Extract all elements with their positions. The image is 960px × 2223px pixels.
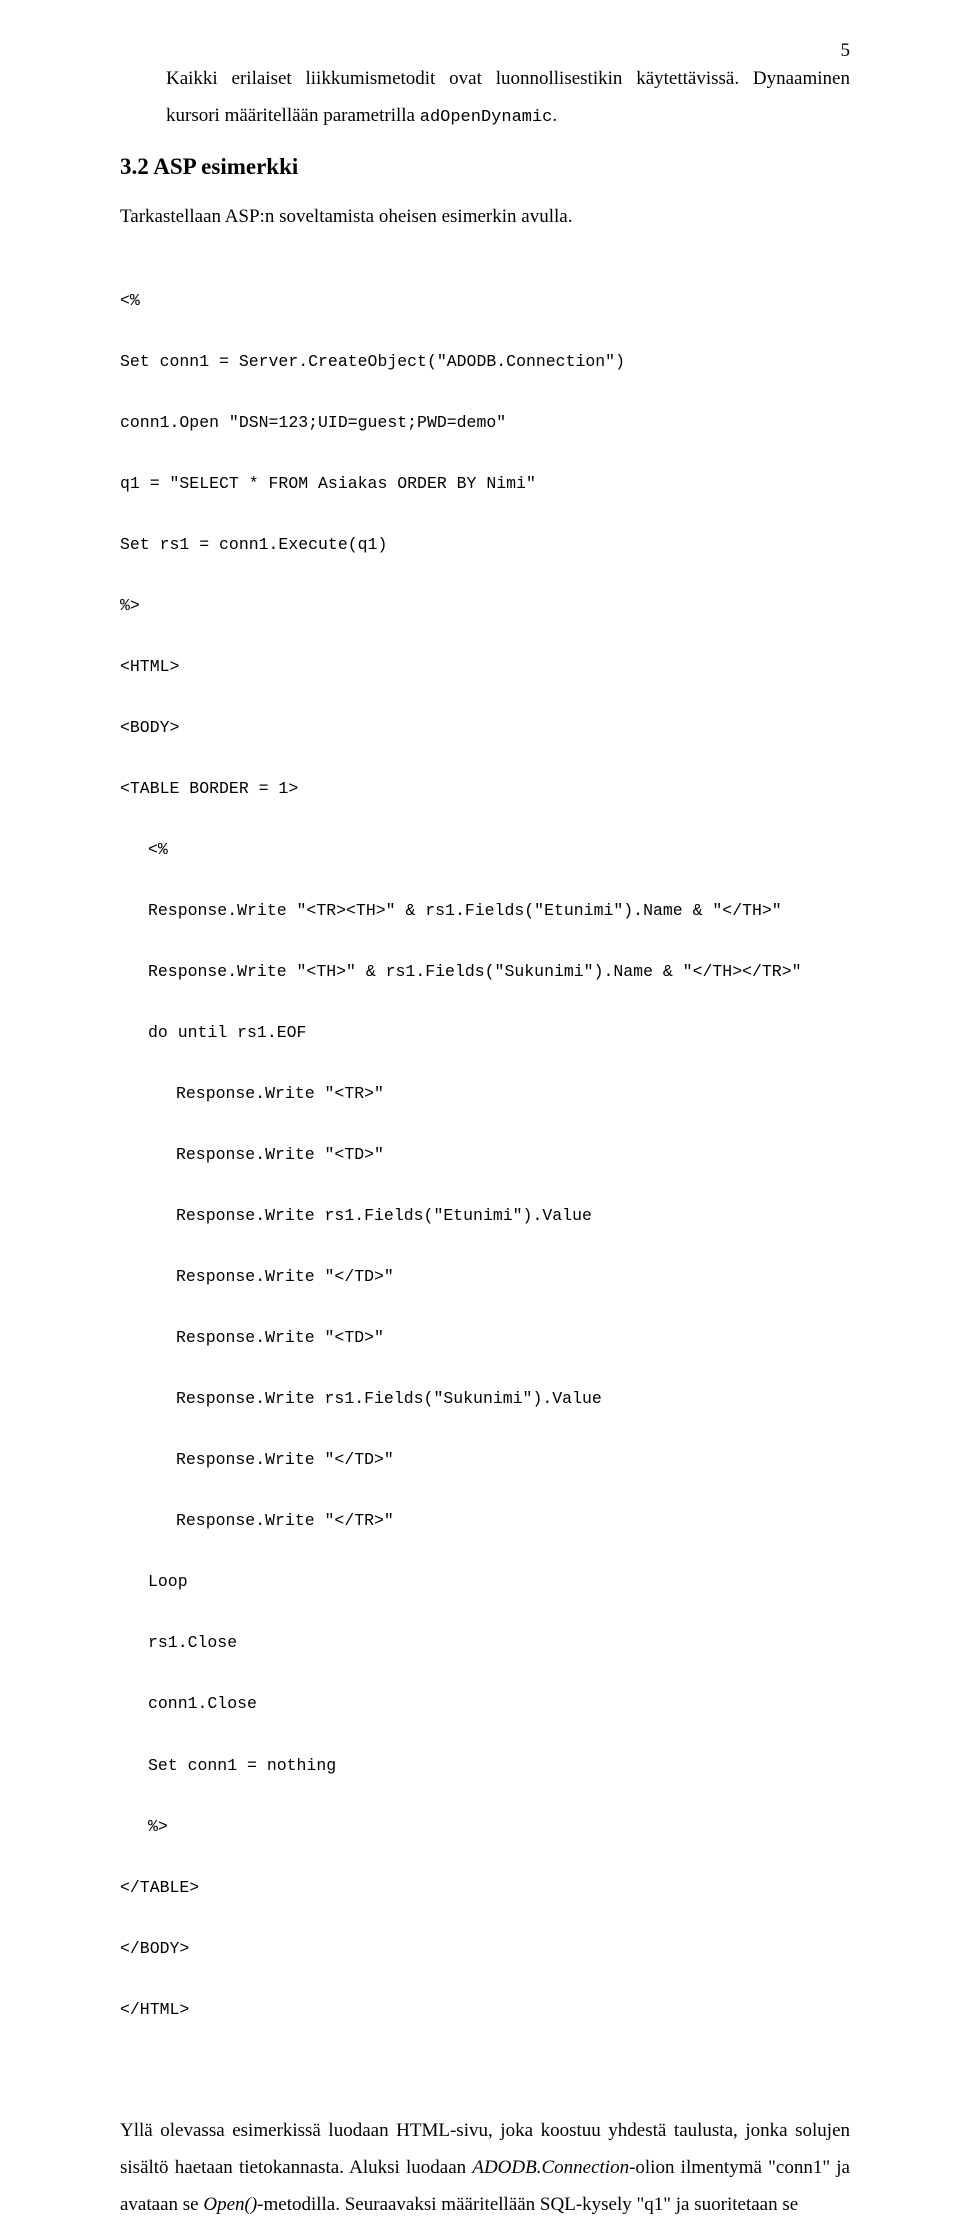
code-line: Response.Write rs1.Fields("Sukunimi").Va… — [120, 1384, 850, 1415]
section-heading: 3.2 ASP esimerkki — [120, 154, 850, 180]
code-line: <% — [120, 286, 850, 317]
code-line: %> — [120, 591, 850, 622]
code-line: conn1.Open "DSN=123;UID=guest;PWD=demo" — [120, 408, 850, 439]
code-line: conn1.Close — [120, 1689, 850, 1720]
code-line: do until rs1.EOF — [120, 1018, 850, 1049]
page-number: 5 — [841, 40, 851, 62]
code-line: Response.Write rs1.Fields("Etunimi").Val… — [120, 1201, 850, 1232]
code-block: <% Set conn1 = Server.CreateObject("ADOD… — [120, 255, 850, 2086]
code-line: q1 = "SELECT * FROM Asiakas ORDER BY Nim… — [120, 469, 850, 500]
intro-paragraph: Kaikki erilaiset liikkumismetodit ovat l… — [120, 60, 850, 134]
document-page: 5 Kaikki erilaiset liikkumismetodit ovat… — [0, 0, 960, 1539]
intro-text-b: . — [552, 105, 557, 126]
code-line: Set rs1 = conn1.Execute(q1) — [120, 530, 850, 561]
code-line: </TABLE> — [120, 1873, 850, 1904]
lead-paragraph: Tarkastellaan ASP:n soveltamista oheisen… — [120, 198, 850, 235]
code-line: Response.Write "<TD>" — [120, 1140, 850, 1171]
code-line: Response.Write "<TR>" — [120, 1079, 850, 1110]
code-line: Loop — [120, 1567, 850, 1598]
code-line: Set conn1 = nothing — [120, 1751, 850, 1782]
code-line: Response.Write "<TR><TH>" & rs1.Fields("… — [120, 896, 850, 927]
code-line: Response.Write "<TD>" — [120, 1323, 850, 1354]
code-line: <HTML> — [120, 652, 850, 683]
code-line: <TABLE BORDER = 1> — [120, 774, 850, 805]
closing-italic-1: ADODB.Connection — [472, 2157, 629, 2178]
intro-code-token: adOpenDynamic — [420, 108, 553, 127]
code-line: Response.Write "</TR>" — [120, 1506, 850, 1537]
code-line: Set conn1 = Server.CreateObject("ADODB.C… — [120, 347, 850, 378]
code-line: rs1.Close — [120, 1628, 850, 1659]
closing-paragraph: Yllä olevassa esimerkissä luodaan HTML-s… — [120, 2112, 850, 2223]
code-line: </BODY> — [120, 1934, 850, 1965]
closing-italic-2: Open() — [203, 2194, 257, 2215]
code-line: <% — [120, 835, 850, 866]
code-line: Response.Write "</TD>" — [120, 1262, 850, 1293]
code-line: Response.Write "<TH>" & rs1.Fields("Suku… — [120, 957, 850, 988]
code-line: %> — [120, 1812, 850, 1843]
code-line: Response.Write "</TD>" — [120, 1445, 850, 1476]
code-line: <BODY> — [120, 713, 850, 744]
closing-text-c: -metodilla. Seuraavaksi määritellään SQL… — [257, 2194, 798, 2215]
code-line: </HTML> — [120, 1995, 850, 2026]
